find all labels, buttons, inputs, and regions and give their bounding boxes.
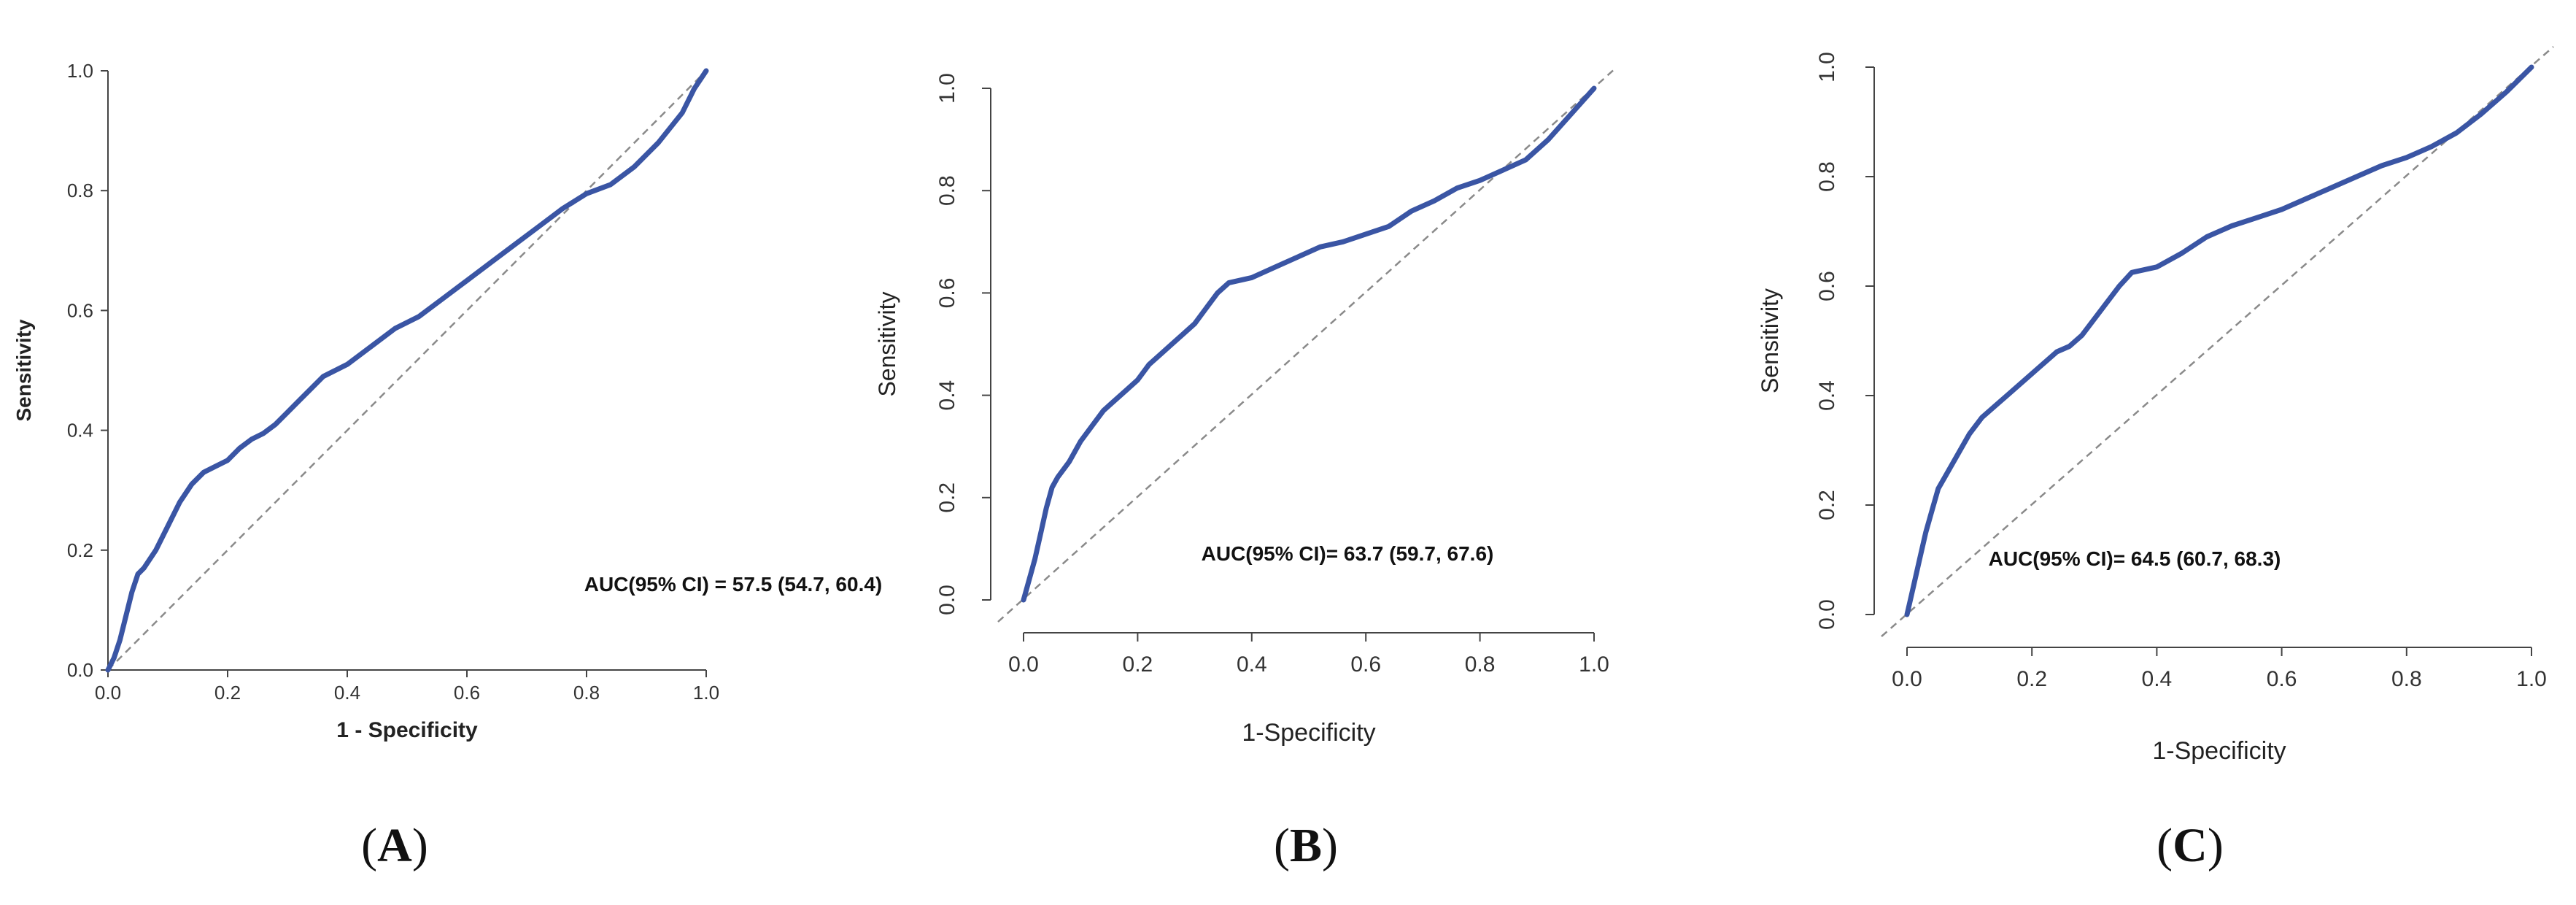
y-tick-label: 0.6 — [935, 278, 959, 309]
x-tick-label: 0.8 — [573, 682, 600, 704]
x-tick-label: 1.0 — [2516, 667, 2547, 691]
roc-panel-c: 0.0 0.2 0.4 0.6 0.8 1.0 0.0 0.2 0.4 0.6 0.8 1.0 1-Sp… — [1757, 46, 2554, 872]
panel-label-a: (A) — [361, 819, 428, 872]
x-tick-label: 0.4 — [1237, 652, 1267, 677]
y-tick-label: 0.2 — [935, 482, 959, 513]
y-tick-label: 0.6 — [67, 299, 93, 321]
y-axis-label: Sensitivity — [12, 319, 35, 421]
roc-panel-b: 0.0 0.2 0.4 0.6 0.8 1.0 0.0 0.2 0.4 0.6 0.8 1.0 1-Sp… — [874, 67, 1617, 872]
x-tick-label: 0.2 — [1123, 652, 1153, 677]
x-tick-label: 0.6 — [2267, 667, 2297, 691]
y-tick-label: 0.0 — [67, 659, 93, 681]
x-tick-label: 0.2 — [2016, 667, 2047, 691]
x-tick-label: 0.4 — [334, 682, 360, 704]
x-tick-label: 0.0 — [95, 682, 121, 704]
reference-diagonal-line — [1881, 46, 2554, 637]
y-tick-label: 0.2 — [67, 539, 93, 561]
panel-label-b: (B) — [1274, 819, 1338, 872]
reference-diagonal-line — [997, 67, 1617, 623]
y-tick-label: 0.4 — [67, 420, 93, 442]
x-tick-label: 0.8 — [1465, 652, 1496, 677]
auc-annotation: AUC(95% CI) = 57.5 (54.7, 60.4) — [584, 573, 883, 596]
x-tick-label: 0.0 — [1008, 652, 1039, 677]
y-tick-label: 0.4 — [935, 380, 959, 411]
x-tick-label: 0.2 — [214, 682, 241, 704]
x-tick-label: 0.6 — [454, 682, 480, 704]
y-tick-label: 1.0 — [1815, 52, 1839, 82]
reference-diagonal-line — [107, 70, 707, 671]
x-tick-label: 0.0 — [1892, 667, 1922, 691]
roc-curve — [1904, 64, 2534, 617]
auc-annotation: AUC(95% CI)= 63.7 (59.7, 67.6) — [1202, 542, 1494, 565]
x-tick-label: 0.4 — [2142, 667, 2173, 691]
y-tick-label: 0.0 — [1815, 599, 1839, 630]
x-axis-label: 1-Specificity — [2152, 737, 2286, 765]
roc-panel-a: 0.0 0.2 0.4 0.6 0.8 1.0 0.0 0.2 0.4 0.6 0.8 1.0 1 - … — [12, 60, 882, 872]
x-tick-label: 1.0 — [1579, 652, 1609, 677]
y-axis-label: Sensitivity — [1757, 288, 1783, 393]
x-tick-label: 1.0 — [693, 682, 719, 704]
auc-annotation: AUC(95% CI)= 64.5 (60.7, 68.3) — [1989, 547, 2281, 570]
x-axis-label: 1 - Specificity — [336, 718, 478, 742]
panel-label-c: (C) — [2157, 819, 2224, 872]
y-tick-label: 0.2 — [1815, 490, 1839, 520]
y-axis-label: Sensitivity — [874, 291, 900, 396]
x-tick-label: 0.8 — [2391, 667, 2422, 691]
x-axis-label: 1-Specificity — [1242, 719, 1375, 747]
y-tick-label: 0.0 — [935, 585, 959, 615]
y-tick-label: 0.4 — [1815, 380, 1839, 411]
x-tick-label: 0.6 — [1350, 652, 1381, 677]
y-tick-label: 0.8 — [67, 180, 93, 201]
y-tick-label: 0.8 — [1815, 161, 1839, 192]
y-tick-label: 1.0 — [935, 73, 959, 104]
y-tick-label: 1.0 — [67, 60, 93, 82]
roc-curve — [105, 68, 709, 673]
y-tick-label: 0.8 — [935, 175, 959, 206]
y-tick-label: 0.6 — [1815, 271, 1839, 301]
roc-curve — [1021, 85, 1597, 603]
